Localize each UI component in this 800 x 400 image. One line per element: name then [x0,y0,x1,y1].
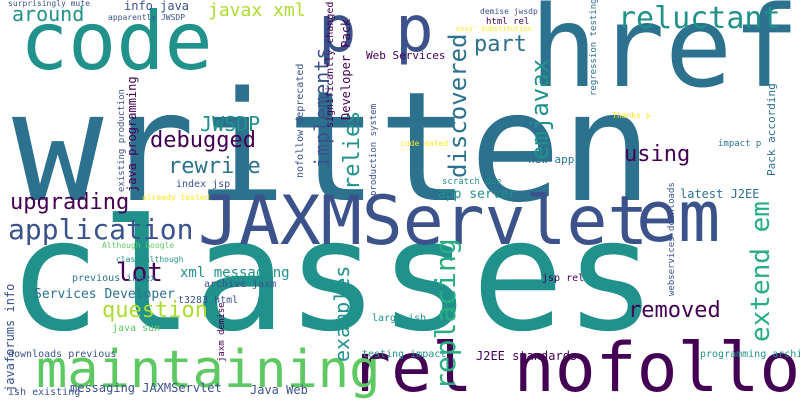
word-emjavax: emjavax [528,59,552,160]
word-code-dated: code dated [400,140,448,148]
word-class-although: class Although [116,256,183,264]
word-javaforums-info: javaforums info [4,284,16,392]
word-t3283-html: t3283 html [178,296,238,306]
word-previous-index: previous index [72,274,156,284]
word-essy-substitution: essy' substitution [456,26,532,33]
word-archive-jaxm: archive jaxm [204,280,276,290]
word-app-server: app server [438,188,516,201]
word-web-services: Web Services [366,50,445,61]
word-jsp-rel: jsp rel [542,274,584,284]
word-discovered: discovered [446,34,470,179]
word-developer-pack: Developer Pack [340,19,352,120]
word-already-tested: already tested [142,194,209,202]
word-production-system: production system [370,104,379,196]
word-removed: removed [628,300,721,322]
word-jaxm-demise: jaxm demise [218,302,227,362]
word-demise-jwsdp: demise jwsdp [480,8,538,16]
word-index-jsp: index jsp [176,180,230,190]
word-info-java: info java [124,0,189,12]
word-jwsdp: JWSDP [200,114,260,134]
word-messaging-jaxmservlet: messaging JAXMServlet [70,382,222,394]
word-services-developer: Services Developer [34,288,175,301]
word-regression-testing: regression testing [590,0,599,96]
word-jaxmservlet: JAXMServlet [198,188,648,256]
word-webservices-downloads: webservices downloads [668,182,677,296]
word-programming-archive: programming archive [700,350,800,360]
word-existing-production: existing production [118,89,127,192]
word-java-sun: java sun [112,324,160,334]
word-j2ee-standards: J2EE standards [476,350,577,362]
word-thanks-p: Thanks p [612,112,651,120]
word-upgrading: upgrading [10,192,129,214]
word-significantly-changed: significantly changed [326,2,336,128]
word-java-programming: java programming [126,76,138,192]
word-examples: examples [332,266,352,362]
word-java-web: Java Web [250,384,308,396]
word-relies: relies [342,111,364,190]
word-apparently-jwsdp: apparently JWSDP [108,14,185,22]
word-javax-xml: javax xml [208,2,306,20]
word-although-google: Although Google [102,242,174,250]
word-rel-nofollow: rel nofollow [350,335,800,400]
word-application: application [8,216,193,244]
word-extend-em: extend em [748,201,774,342]
word-large-ish: large ish [372,314,426,324]
word-surprisingly-mute: surprisingly mute [8,0,90,8]
word-nofollow-deprecated: nofollow deprecated [296,64,306,178]
word-scratch-due: scratch due [442,178,502,187]
word-impact-p: impact p [718,140,761,149]
word-pack-according: Pack according [766,83,777,176]
word-xml-messaging: xml messaging [180,266,290,280]
word-latest-j2ee: latest J2EE [680,188,759,200]
word-reluctant: reluctant [618,4,781,34]
word-part: part [474,34,527,56]
word-downloads-previous: downloads previous [8,350,116,360]
word-ish-existing: ish existing [8,388,80,398]
word-using: using [624,144,690,166]
word-rewrite: rewrite [168,156,261,178]
word-replacing: replacing [432,238,460,390]
